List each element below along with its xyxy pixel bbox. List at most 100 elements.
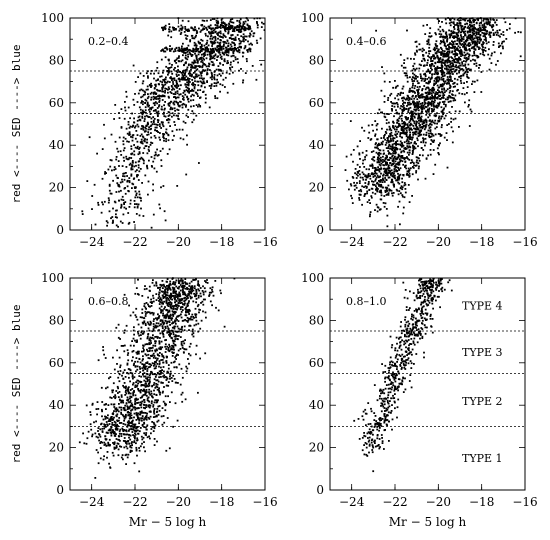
- scatter-point: [369, 175, 372, 177]
- scatter-point: [98, 439, 100, 442]
- scatter-point: [387, 150, 390, 152]
- scatter-point: [125, 324, 128, 327]
- scatter-point: [391, 192, 393, 195]
- scatter-point: [384, 189, 387, 192]
- scatter-point: [400, 159, 402, 162]
- scatter-point: [118, 432, 121, 435]
- scatter-point: [167, 88, 169, 91]
- scatter-point: [180, 342, 183, 345]
- scatter-point: [211, 73, 213, 75]
- scatter-point: [152, 213, 155, 216]
- scatter-point: [473, 32, 476, 35]
- scatter-point: [137, 398, 139, 401]
- scatter-point: [401, 194, 404, 196]
- scatter-point: [476, 55, 479, 57]
- scatter-point: [168, 28, 170, 31]
- scatter-point: [434, 61, 437, 64]
- scatter-point: [391, 163, 394, 166]
- scatter-point: [466, 31, 469, 34]
- scatter-point: [479, 21, 482, 24]
- scatter-point: [456, 18, 459, 21]
- scatter-point: [172, 294, 175, 297]
- scatter-point: [185, 79, 188, 81]
- scatter-point: [112, 442, 114, 444]
- scatter-point: [447, 54, 450, 57]
- scatter-point: [201, 66, 204, 69]
- scatter-point: [409, 167, 412, 170]
- scatter-point: [198, 51, 200, 53]
- scatter-point: [244, 27, 247, 29]
- scatter-point: [126, 433, 129, 436]
- scatter-point: [470, 39, 473, 42]
- scatter-point: [430, 67, 432, 69]
- scatter-point: [351, 202, 354, 204]
- scatter-point: [414, 92, 416, 94]
- scatter-point: [364, 175, 366, 178]
- scatter-point: [435, 69, 438, 72]
- scatter-point: [97, 204, 100, 206]
- scatter-point: [402, 149, 405, 152]
- scatter-point: [383, 80, 386, 83]
- scatter-point: [432, 86, 435, 89]
- scatter-point: [394, 133, 396, 136]
- scatter-point: [439, 133, 441, 136]
- scatter-point: [508, 27, 511, 30]
- scatter-point: [227, 48, 230, 51]
- scatter-point: [363, 129, 366, 132]
- scatter-point: [439, 135, 442, 137]
- scatter-point: [216, 49, 218, 52]
- scatter-point: [435, 82, 437, 84]
- scatter-point: [132, 382, 135, 384]
- scatter-point: [170, 391, 173, 394]
- scatter-point: [482, 18, 485, 20]
- scatter-point: [434, 133, 437, 136]
- scatter-point: [125, 155, 128, 158]
- scatter-point: [377, 142, 380, 145]
- scatter-point: [467, 67, 470, 70]
- scatter-point: [153, 389, 155, 392]
- scatter-point: [417, 91, 419, 94]
- scatter-point: [447, 44, 449, 46]
- scatter-point: [213, 57, 216, 60]
- scatter-point: [120, 345, 123, 347]
- scatter-point: [179, 302, 182, 304]
- scatter-point: [460, 52, 463, 55]
- scatter-point: [383, 101, 386, 103]
- scatter-point: [246, 27, 249, 30]
- scatter-point: [164, 91, 166, 94]
- scatter-point: [137, 125, 140, 128]
- scatter-point: [477, 31, 480, 34]
- scatter-point: [244, 39, 247, 41]
- scatter-point: [127, 123, 130, 126]
- scatter-point: [382, 149, 385, 152]
- scatter-point: [471, 34, 474, 37]
- scatter-point: [395, 163, 398, 165]
- scatter-point: [480, 29, 483, 32]
- scatter-point: [440, 60, 442, 63]
- scatter-point: [420, 118, 422, 120]
- scatter-point: [411, 86, 414, 89]
- scatter-point: [376, 161, 379, 164]
- scatter-point: [375, 142, 377, 144]
- scatter-point: [419, 133, 422, 136]
- scatter-point: [395, 144, 397, 146]
- scatter-point: [439, 67, 441, 69]
- scatter-point: [410, 111, 412, 114]
- scatter-point: [452, 41, 455, 44]
- scatter-point: [492, 29, 494, 31]
- scatter-point: [220, 70, 222, 72]
- scatter-point: [453, 47, 456, 50]
- scatter-point: [418, 100, 421, 103]
- scatter-point: [453, 61, 456, 63]
- scatter-point: [91, 208, 93, 210]
- scatter-point: [453, 28, 456, 30]
- scatter-point: [446, 76, 449, 78]
- scatter-point: [353, 188, 356, 191]
- scatter-point: [87, 430, 90, 433]
- scatter-point: [162, 133, 164, 135]
- scatter-point: [231, 18, 234, 20]
- scatter-point: [187, 20, 190, 23]
- scatter-point: [182, 51, 185, 53]
- scatter-point: [390, 164, 393, 167]
- scatter-point: [187, 78, 189, 81]
